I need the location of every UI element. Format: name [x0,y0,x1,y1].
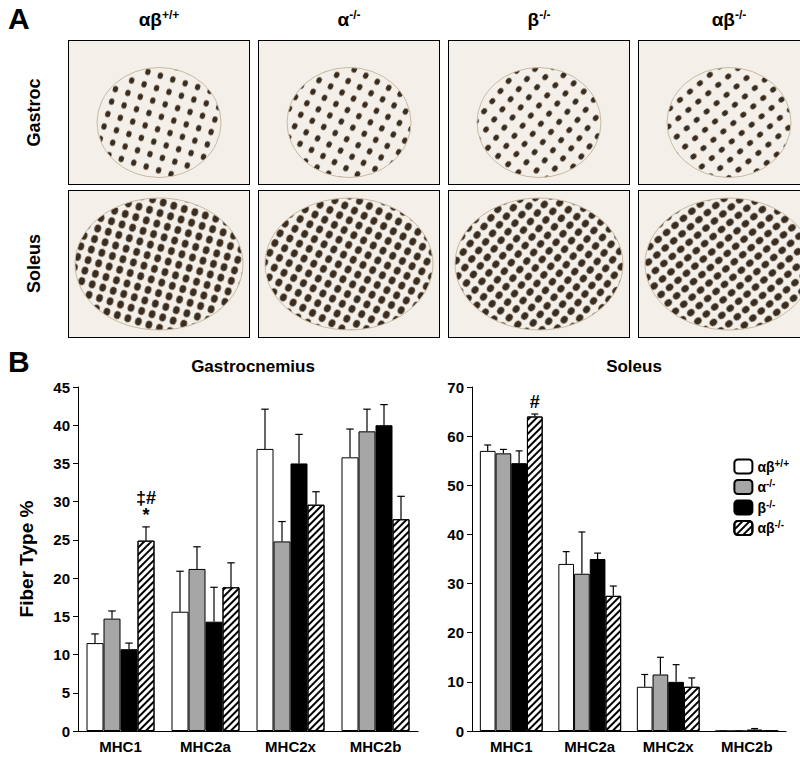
svg-text:‡#: ‡# [136,488,156,508]
svg-text:40: 40 [53,417,70,434]
svg-text:35: 35 [53,455,70,472]
html-text:B: B [8,345,30,378]
svg-text:+/+: +/+ [775,458,790,469]
svg-text:15: 15 [53,608,70,625]
html-text:β-/-: β-/- [527,8,551,31]
svg-text:Soleus: Soleus [606,357,662,376]
html-text:Gastroc: Gastroc [23,78,44,146]
svg-text:MHC1: MHC1 [490,738,533,755]
svg-text:45: 45 [53,379,70,396]
svg-text:30: 30 [53,493,70,510]
svg-text:25: 25 [53,531,70,548]
svg-text:50: 50 [447,477,464,494]
svg-text:20: 20 [53,570,70,587]
svg-text:5: 5 [62,684,70,701]
svg-text:0: 0 [456,723,464,740]
svg-text:*: * [142,505,149,525]
html-text:αβ-/-: αβ-/- [711,8,747,31]
svg-text:β: β [757,499,766,516]
svg-text:10: 10 [447,673,464,690]
svg-text:Fiber Type %: Fiber Type % [16,500,37,617]
svg-text:MHC2a: MHC2a [180,738,232,755]
svg-text:#: # [530,392,540,412]
svg-text:40: 40 [447,526,464,543]
svg-text:-/-: -/- [766,478,775,489]
svg-text:MHC2b: MHC2b [350,738,402,755]
svg-text:0: 0 [62,723,70,740]
svg-text:-/-: -/- [766,499,775,510]
svg-text:MHC2x: MHC2x [643,738,695,755]
svg-text:αβ: αβ [757,459,775,475]
html-text:α-/-: α-/- [337,8,361,31]
svg-text:MHC2x: MHC2x [265,738,317,755]
html-text:Soleus: Soleus [23,234,44,293]
svg-text:MHC1: MHC1 [99,738,142,755]
svg-text:70: 70 [447,379,464,396]
svg-text:60: 60 [447,428,464,445]
svg-text:αβ: αβ [757,520,775,536]
svg-text:MHC2a: MHC2a [564,738,616,755]
svg-text:α: α [757,479,766,495]
svg-text:30: 30 [447,575,464,592]
html-text:A: A [8,2,30,35]
svg-text:MHC2b: MHC2b [721,738,773,755]
html-text:αβ+/+: αβ+/+ [138,8,180,31]
svg-text:10: 10 [53,646,70,663]
svg-text:-/-: -/- [775,519,784,530]
svg-text:Gastrocnemius: Gastrocnemius [191,357,315,376]
svg-text:20: 20 [447,624,464,641]
